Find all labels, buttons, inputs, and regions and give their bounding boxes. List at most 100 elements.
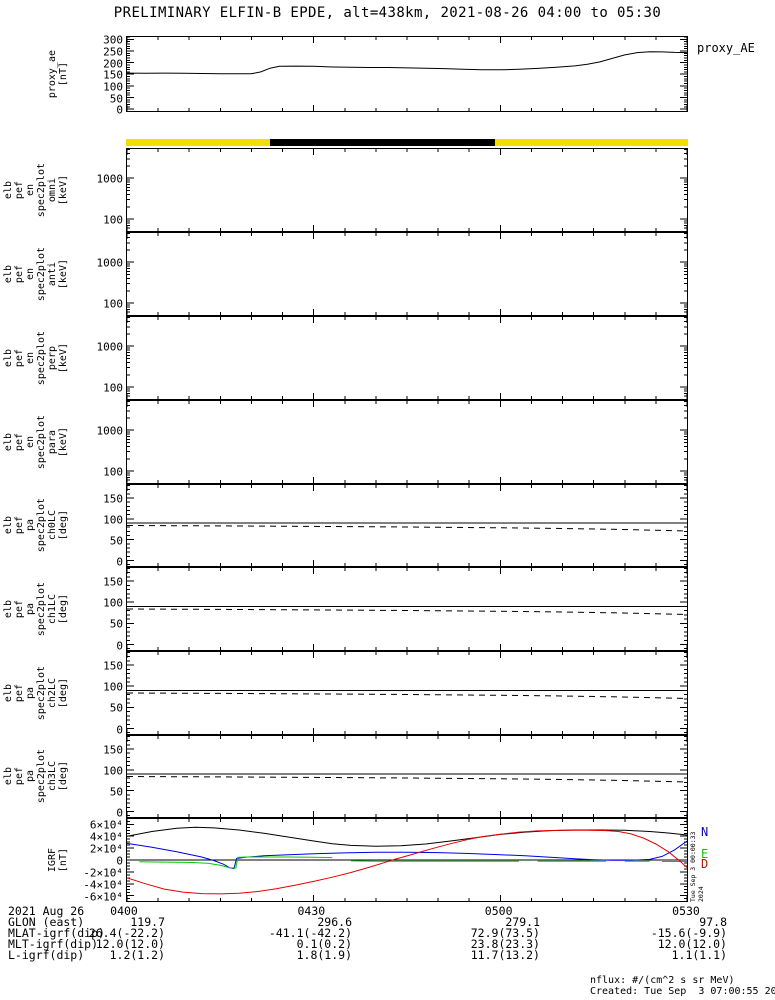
- y-axis-label-line: elb: [3, 599, 14, 619]
- y-axis-label-spec-para: elb pef en spec2plot para [keV]: [3, 401, 69, 483]
- panel-spec-omni: 100 1000 elb pef en spec2plot omni [keV]: [3, 148, 688, 232]
- y-axis-label-igrf: IGRF [nT]: [3, 819, 69, 901]
- panel-canvas-igrf: [127, 819, 687, 901]
- y-axis-label-line: perp: [47, 345, 58, 371]
- curve-loss-cone: [127, 608, 687, 615]
- ephemeris-value: 296.6: [317, 915, 352, 929]
- y-tick-label: 1000: [96, 256, 124, 270]
- x-tick-label: 0400: [110, 904, 138, 918]
- y-tick-label: 50: [109, 534, 123, 548]
- y-axis-label-line: ch1LC: [47, 593, 58, 625]
- y-axis-label-line: [keV]: [58, 174, 69, 206]
- panel-pa-ch0lc: 0 50 100 150 elb pef pa spec2plot ch0LC [deg]: [3, 484, 688, 567]
- x-tick-label: 0430: [297, 904, 326, 918]
- y-tick-label: 1000: [96, 172, 124, 186]
- y-tick-label: 4×10⁴: [89, 830, 123, 844]
- y-axis-label-line: elb: [3, 180, 14, 200]
- y-axis-label-line: omni: [47, 177, 58, 203]
- curve-loss-cone: [127, 525, 687, 532]
- y-axis-label-line: pef: [14, 683, 25, 703]
- y-axis-label-line: elb: [3, 348, 14, 368]
- y-tick-label: -2×10⁴: [83, 866, 123, 880]
- epoch-bar: [126, 139, 688, 146]
- y-axis-label-line: [deg]: [58, 593, 69, 625]
- y-axis-label-pa-ch0lc: elb pef pa spec2plot ch0LC [deg]: [3, 485, 69, 566]
- y-tick-label: 50: [109, 701, 123, 715]
- y-tick-label: 0: [116, 555, 123, 569]
- ephemeris-value: 72.9(73.5): [470, 926, 540, 940]
- y-axis-label-line: pef: [14, 348, 25, 368]
- y-axis-label-line: pef: [14, 767, 25, 786]
- panel-pa-ch1lc: 0 50 100 150 elb pef pa spec2plot ch1LC [deg]: [3, 567, 688, 651]
- y-tick-label: 100: [103, 596, 123, 610]
- y-axis-label-pa-ch3lc: elb pef pa spec2plot ch3LC [deg]: [3, 736, 69, 817]
- y-tick-label: 50: [109, 617, 123, 631]
- ephemeris-value: 1.2(1.2): [109, 948, 165, 962]
- ephemeris-value: 12.0(12.0): [95, 937, 165, 951]
- y-axis-label-line: pef: [14, 599, 25, 619]
- ephemeris-value: 119.7: [130, 915, 165, 929]
- units-note: nflux: #/(cm^2 s sr MeV): [590, 975, 735, 986]
- y-tick-label: 100: [103, 465, 123, 479]
- y-axis-label-line: en: [25, 435, 36, 449]
- y-tick-label: 150: [103, 743, 123, 757]
- y-axis-label-line: [deg]: [58, 510, 69, 541]
- date-label: 2021 Aug 26: [8, 904, 85, 918]
- y-axis-label-line: pa: [25, 686, 36, 700]
- y-tick-label: 50: [109, 785, 123, 799]
- y-axis-label-line: elb: [3, 683, 14, 703]
- y-tick-label: 300: [103, 33, 123, 47]
- y-axis-label-line: proxy_ae: [47, 49, 58, 99]
- y-tick-label: -4×10⁴: [83, 878, 123, 892]
- ephemeris-value: 23.8(23.3): [470, 937, 540, 951]
- y-tick-label: 150: [103, 575, 123, 589]
- y-axis-label-line: pa: [25, 770, 36, 783]
- y-axis-label-line: anti: [47, 261, 58, 287]
- x-tick-label: 0530: [672, 904, 700, 918]
- y-tick-label: 0: [116, 639, 123, 652]
- epoch-bar-segment: [495, 139, 688, 146]
- panel-canvas-pa-ch0lc: [127, 485, 687, 566]
- axis-ticks: [127, 652, 687, 734]
- y-axis-label-line: en: [25, 183, 36, 197]
- panel-canvas-spec-anti: [127, 233, 687, 315]
- axis-ticks: [127, 401, 687, 483]
- y-tick-label: 50: [109, 92, 123, 105]
- panel-canvas-spec-para: [127, 401, 687, 483]
- proxy-ae-right-label: proxy_AE: [697, 41, 755, 55]
- curve-E: [139, 856, 333, 869]
- y-tick-label: -6×10⁴: [83, 890, 123, 904]
- ephemeris-value: 11.7(13.2): [470, 948, 540, 962]
- y-tick-label: 100: [103, 381, 123, 395]
- axis-ticks: [127, 485, 687, 566]
- panel-canvas-pa-ch1lc: [127, 568, 687, 650]
- ephemeris-value: 279.1: [505, 915, 540, 929]
- y-axis-label-line: elb: [3, 264, 14, 284]
- y-tick-label: 1000: [96, 424, 124, 438]
- y-axis-label-line: [deg]: [58, 761, 69, 792]
- axis-ticks: [127, 736, 687, 817]
- panel-canvas-spec-omni: [127, 149, 687, 231]
- y-axis-label-line: spec2plot: [36, 581, 47, 637]
- panel-spec-anti: 100 1000 elb pef en spec2plot anti [keV]: [3, 232, 688, 316]
- y-axis-label-line: [keV]: [58, 426, 69, 458]
- curve-loss-cone: [127, 776, 687, 783]
- y-axis-label-line: spec2plot: [36, 330, 47, 386]
- y-axis-label-line: pef: [14, 264, 25, 284]
- y-axis-label-line: elb: [3, 516, 14, 535]
- panel-igrf: 6×10⁴ 4×10⁴ 2×10⁴ 0 -2×10⁴ -4×10⁴ -6×10⁴ IGRF [n…: [47, 818, 688, 902]
- y-axis-label-pa-ch2lc: elb pef pa spec2plot ch2LC [deg]: [3, 652, 69, 734]
- y-axis-label-line: en: [25, 351, 36, 365]
- plot-title: PRELIMINARY ELFIN-B EPDE, alt=438km, 202…: [113, 5, 662, 21]
- panel-pa-ch3lc: 0 50 100 150 elb pef pa spec2plot ch3LC [deg]: [3, 735, 688, 818]
- y-axis-label-line: pa: [25, 519, 36, 532]
- y-axis-label-line: [deg]: [58, 677, 69, 709]
- epoch-bar-segment: [270, 139, 496, 146]
- y-tick-label: 0: [116, 854, 123, 868]
- ephemeris-row-label: GLON (east): [8, 915, 85, 929]
- y-axis-label-line: pa: [25, 602, 36, 616]
- y-axis-label-line: spec2plot: [36, 498, 47, 553]
- y-axis-label-line: spec2plot: [36, 665, 47, 721]
- y-tick-label: 100: [103, 680, 123, 694]
